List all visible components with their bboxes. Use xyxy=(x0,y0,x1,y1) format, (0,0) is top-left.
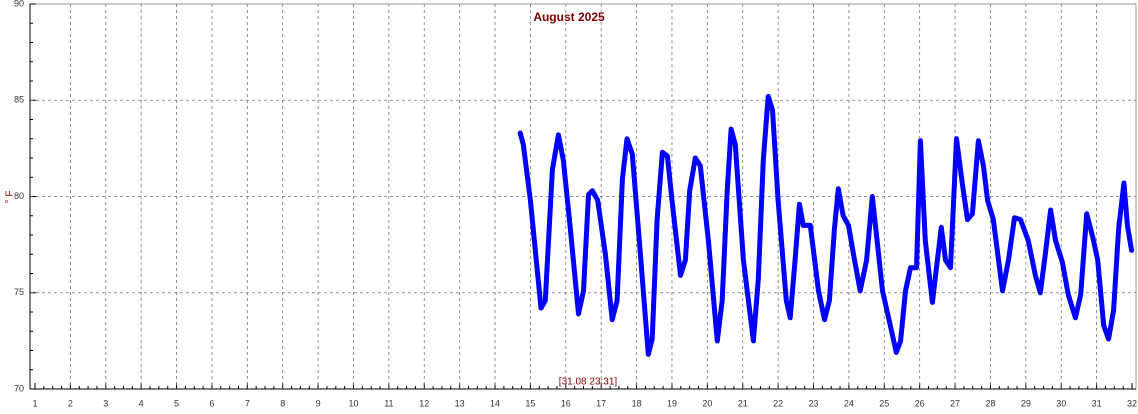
x-tick-label: 25 xyxy=(879,398,889,408)
x-tick-label: 24 xyxy=(844,398,854,408)
y-tick-label: 70 xyxy=(14,383,24,393)
x-tick-label: 17 xyxy=(596,398,606,408)
x-tick-label: 6 xyxy=(209,398,214,408)
x-tick-label: 32 xyxy=(1127,398,1137,408)
x-tick-label: 23 xyxy=(809,398,819,408)
x-tick-label: 14 xyxy=(490,398,500,408)
x-tick-label: 29 xyxy=(1021,398,1031,408)
x-tick-label: 27 xyxy=(950,398,960,408)
x-tick-label: 5 xyxy=(174,398,179,408)
x-tick-label: 12 xyxy=(419,398,429,408)
annotation: [31.08 23:31] xyxy=(559,377,618,388)
x-tick-label: 26 xyxy=(915,398,925,408)
y-tick-label: 75 xyxy=(14,287,24,297)
x-tick-label: 16 xyxy=(561,398,571,408)
x-tick-label: 19 xyxy=(667,398,677,408)
x-tick-label: 13 xyxy=(455,398,465,408)
y-tick-label: 90 xyxy=(14,0,24,8)
x-tick-label: 4 xyxy=(139,398,144,408)
temperature-line xyxy=(517,93,1135,357)
y-axis-label: ° F xyxy=(5,191,16,204)
x-tick-label: 11 xyxy=(384,398,393,408)
x-tick-label: 22 xyxy=(773,398,783,408)
x-tick-label: 2 xyxy=(68,398,73,408)
chart-title: August 2025 xyxy=(533,10,605,24)
x-tick-label: 15 xyxy=(525,398,535,408)
y-tick-label: 85 xyxy=(14,95,24,105)
x-tick-label: 7 xyxy=(245,398,250,408)
x-tick-label: 28 xyxy=(985,398,995,408)
x-tick-label: 18 xyxy=(632,398,642,408)
x-tick-label: 10 xyxy=(348,398,358,408)
x-tick-label: 1 xyxy=(32,398,37,408)
x-tick-label: 31 xyxy=(1092,398,1102,408)
x-tick-label: 30 xyxy=(1056,398,1066,408)
x-tick-label: 3 xyxy=(103,398,108,408)
x-tick-label: 9 xyxy=(316,398,321,408)
x-tick-label: 21 xyxy=(738,398,748,408)
x-tick-label: 8 xyxy=(280,398,285,408)
x-tick-label: 20 xyxy=(702,398,712,408)
y-tick-label: 80 xyxy=(14,191,24,201)
